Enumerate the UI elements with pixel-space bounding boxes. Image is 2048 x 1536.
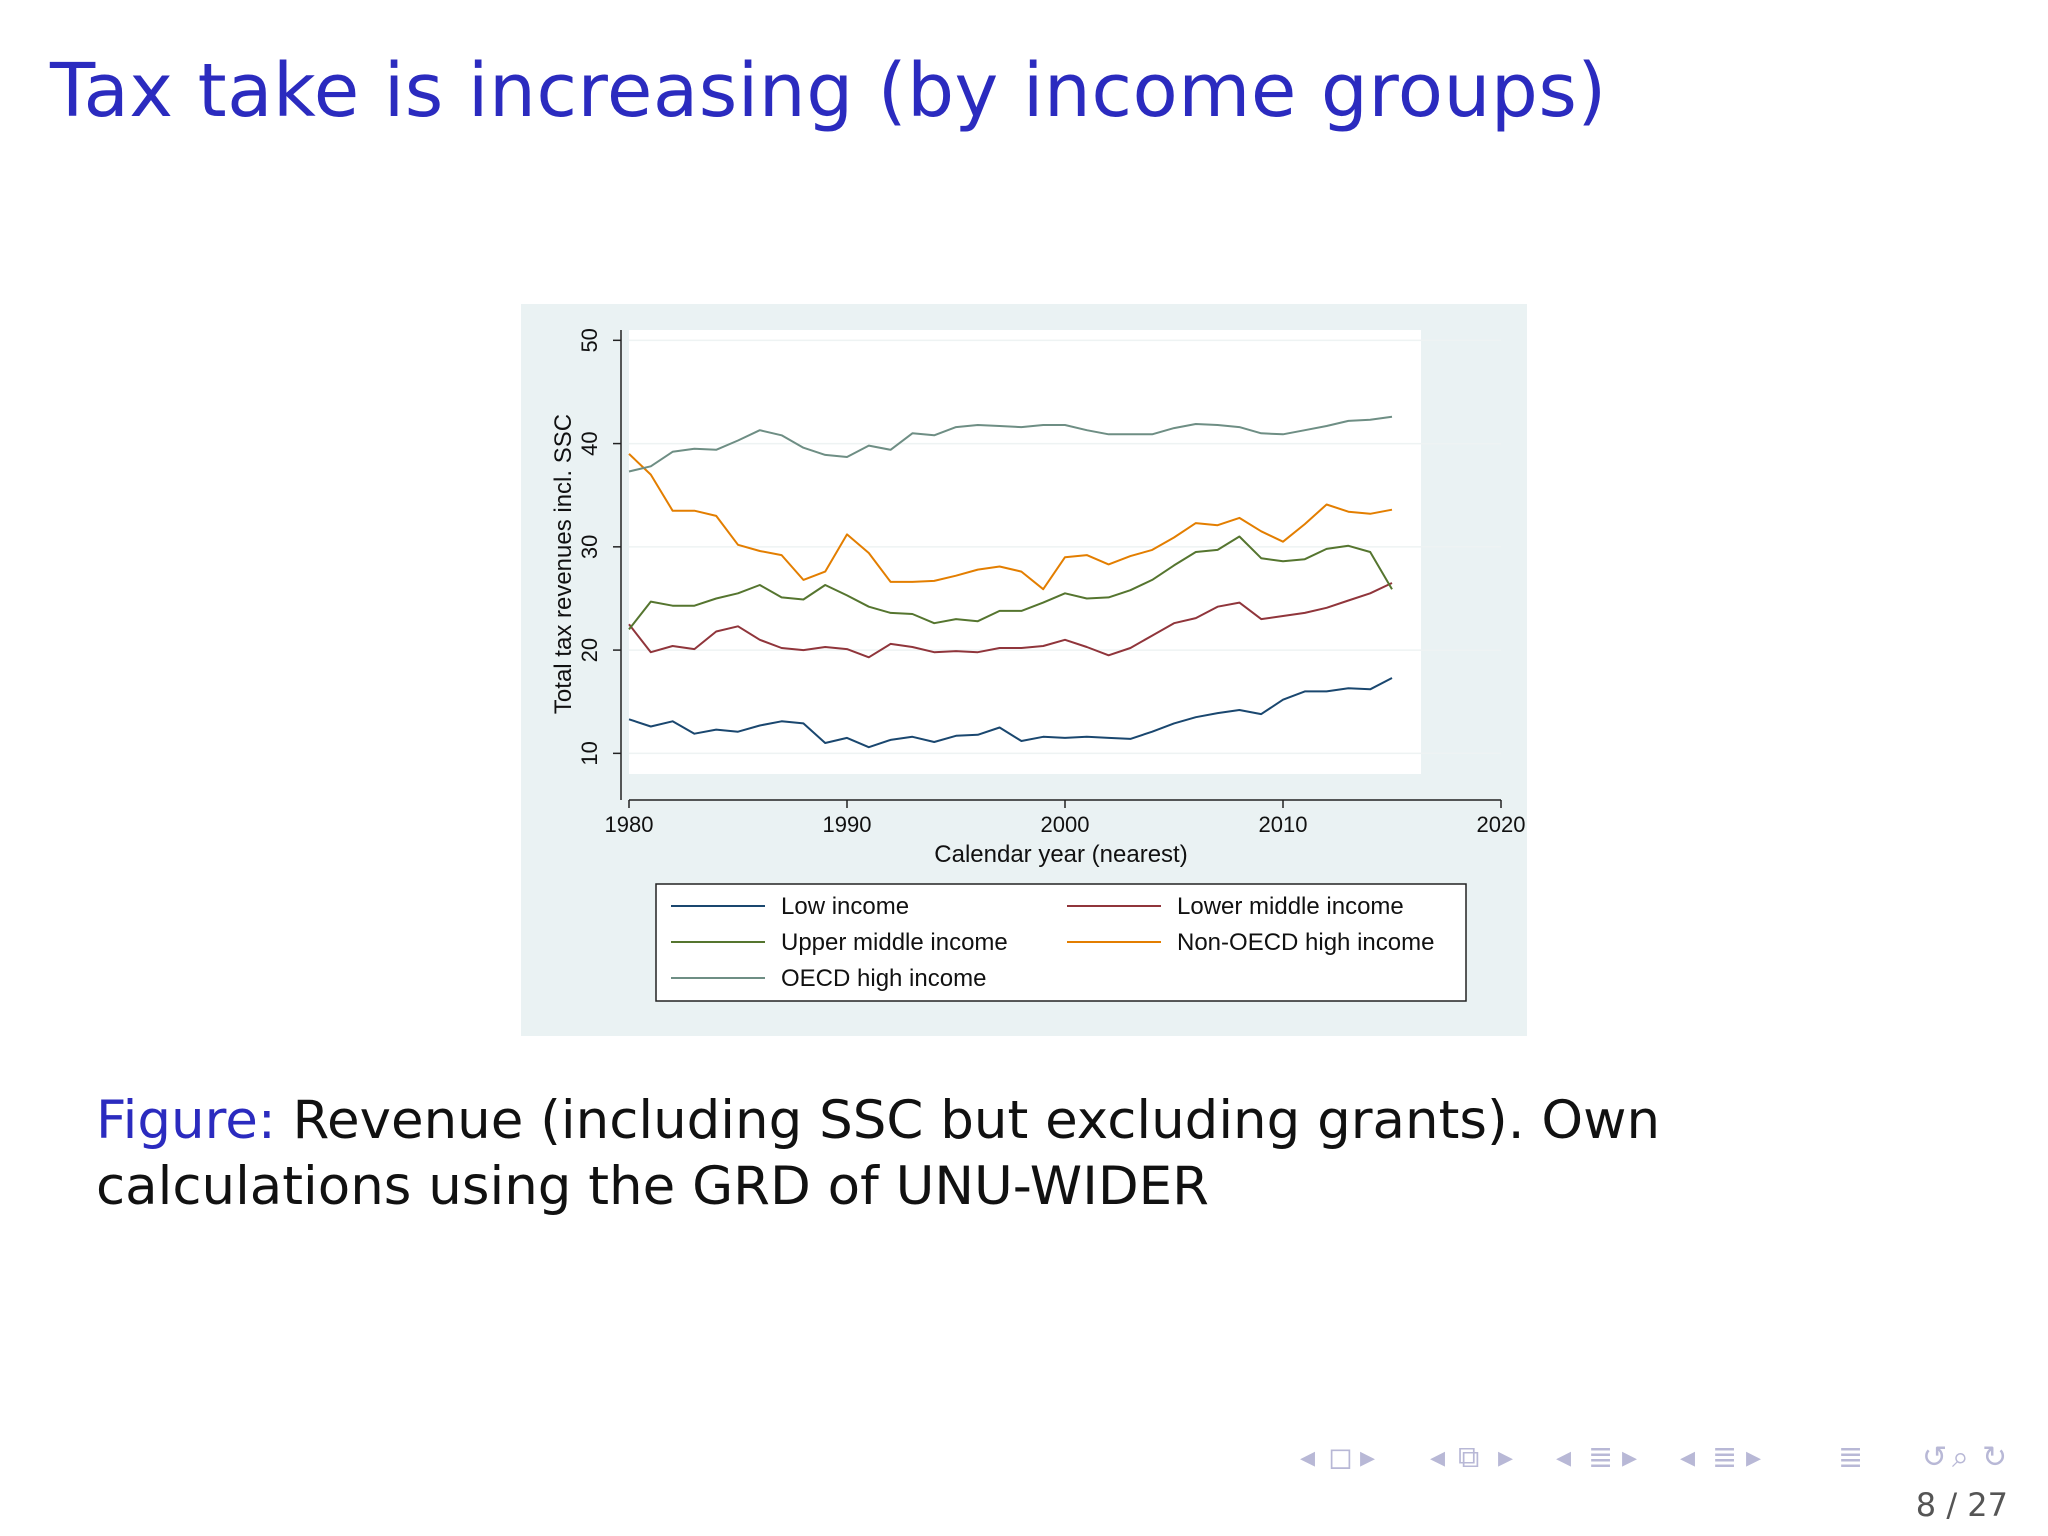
- nav-forward-icon[interactable]: ↻: [1982, 1440, 2008, 1475]
- legend: Low income Lower middle income Upper middl…: [655, 883, 1467, 1002]
- gridlines: [629, 339, 1501, 755]
- x-tick-label: 2010: [1259, 812, 1308, 837]
- x-tick-label: 2020: [1477, 812, 1526, 837]
- figure-caption: Figure: Revenue (including SSC but exclu…: [96, 1088, 1966, 1220]
- y-tick-label: 10: [577, 741, 602, 765]
- page-number: 8 / 27: [1915, 1486, 2008, 1524]
- nav-frame-icon[interactable]: ◻: [1328, 1440, 1353, 1475]
- plot-area: [629, 330, 1421, 774]
- series-line-4: [628, 415, 1393, 473]
- x-tick-label: 1980: [605, 812, 654, 837]
- slide-title: Tax take is increasing (by income groups…: [50, 48, 1607, 134]
- beamer-navigation-bar: ◂ ◻ ▸ ◂ ⧉ ▸ ◂ ≣ ▸ ◂ ≣ ▸ ≣ ↺ ⌕ ↻: [1300, 1440, 2040, 1480]
- legend-box: [655, 883, 1467, 1002]
- x-axis-label: Calendar year (nearest): [934, 841, 1187, 868]
- legend-label: OECD high income: [781, 965, 986, 992]
- y-axis-label: Total tax revenues incl. SSC: [550, 414, 577, 714]
- legend-label: Upper middle income: [781, 929, 1008, 956]
- legend-label: Lower middle income: [1177, 893, 1404, 920]
- figure-panel: 10 20 30 40 50 1980 1990 2000 2010 2020 Calendar …: [521, 304, 1527, 1036]
- nav-prev-section-icon[interactable]: ◂: [1556, 1440, 1572, 1475]
- series-line-3: [628, 453, 1393, 591]
- nav-prev-part-icon[interactable]: ◂: [1680, 1440, 1696, 1475]
- nav-next-section-icon[interactable]: ▸: [1622, 1440, 1638, 1475]
- y-tick-label: 30: [577, 535, 602, 559]
- y-tick-label: 20: [577, 638, 602, 662]
- nav-subsection-icon[interactable]: ⧉: [1458, 1440, 1480, 1475]
- series: [628, 415, 1393, 749]
- y-tick-label: 50: [577, 328, 602, 352]
- nav-section-icon[interactable]: ≣: [1588, 1440, 1614, 1475]
- line-chart: 10 20 30 40 50 1980 1990 2000 2010 2020 Calendar …: [550, 328, 1525, 1002]
- series-line-2: [628, 535, 1393, 631]
- caption-label: Figure:: [96, 1090, 276, 1151]
- y-tick-label: 40: [577, 431, 602, 455]
- series-line-1: [628, 582, 1393, 659]
- x-tick-label: 1990: [823, 812, 872, 837]
- legend-label: Non-OECD high income: [1177, 929, 1434, 956]
- nav-prev-subsection-icon[interactable]: ◂: [1430, 1440, 1446, 1475]
- nav-prev-frame-icon[interactable]: ◂: [1300, 1440, 1316, 1475]
- series-line-0: [628, 677, 1393, 749]
- nav-back-icon[interactable]: ↺: [1922, 1440, 1948, 1475]
- x-tick-label: 2000: [1041, 812, 1090, 837]
- nav-align-icon[interactable]: ≣: [1838, 1440, 1864, 1475]
- nav-next-subsection-icon[interactable]: ▸: [1498, 1440, 1514, 1475]
- caption-text: Revenue (including SSC but excluding gra…: [96, 1090, 1661, 1217]
- nav-part-icon[interactable]: ≣: [1712, 1440, 1738, 1475]
- ticks: 10 20 30 40 50 1980 1990 2000 2010 2020: [577, 328, 1525, 837]
- nav-next-frame-icon[interactable]: ▸: [1360, 1440, 1376, 1475]
- nav-search-icon[interactable]: ⌕: [1952, 1440, 1969, 1475]
- nav-next-part-icon[interactable]: ▸: [1746, 1440, 1762, 1475]
- legend-label: Low income: [781, 893, 909, 920]
